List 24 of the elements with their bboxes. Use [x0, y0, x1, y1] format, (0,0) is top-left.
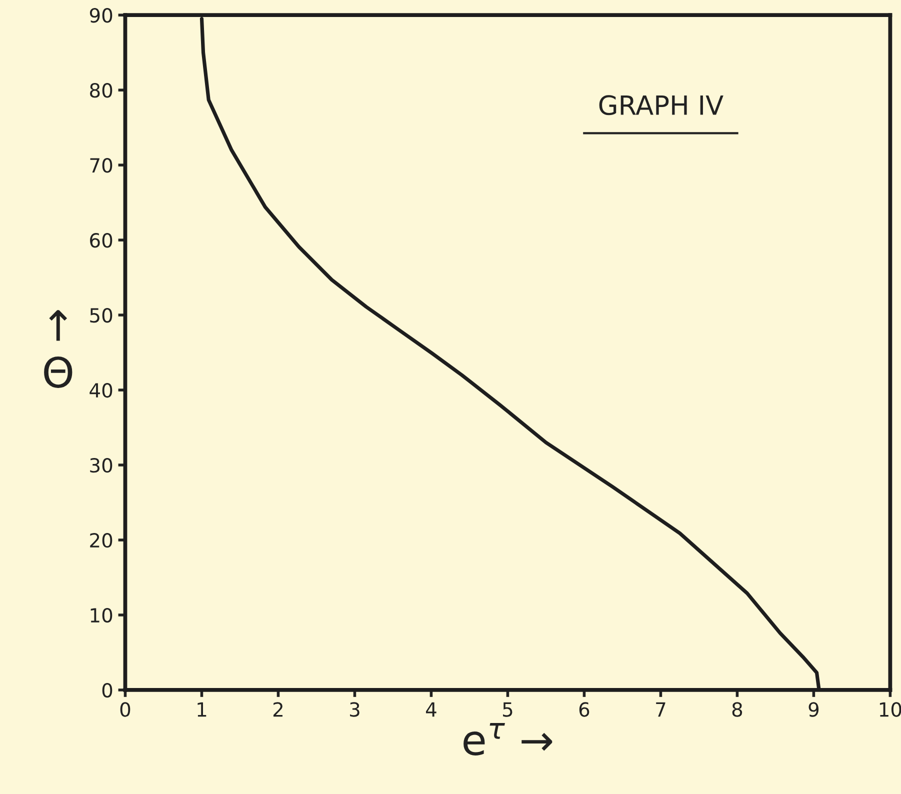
- y-axis-title: ↑ Θ: [44, 310, 72, 388]
- x-tick-label: 0: [120, 702, 130, 717]
- x-axis-title: e$^{τ}$ →: [464, 722, 552, 756]
- x-tick-label: 5: [503, 702, 512, 717]
- y-tick-label: 70: [90, 158, 112, 173]
- y-tick-label: 40: [90, 382, 112, 398]
- x-tick-label: 9: [808, 702, 819, 717]
- x-tick-label: 4: [426, 702, 436, 717]
- y-tick-label: 80: [90, 83, 112, 98]
- y-tick-label: 90: [90, 8, 112, 23]
- text: GRAPH IV: [599, 95, 724, 116]
- x-tick-label: 10: [880, 702, 901, 717]
- x-tick-label: 7: [656, 702, 666, 717]
- y-tick-label: 20: [90, 532, 112, 548]
- x-tick-label: 6: [579, 702, 590, 717]
- y-tick-label: 30: [90, 458, 112, 473]
- x-tick-label: 8: [732, 702, 742, 717]
- y-tick-label: 0: [102, 682, 112, 698]
- y-tick-label: 10: [90, 608, 112, 623]
- y-tick-label: 60: [90, 233, 112, 248]
- x-tick-label: 1: [198, 702, 206, 717]
- x-tick-label: 3: [350, 702, 360, 717]
- x-tick-label: 2: [273, 702, 282, 717]
- y-tick-label: 50: [90, 308, 112, 323]
